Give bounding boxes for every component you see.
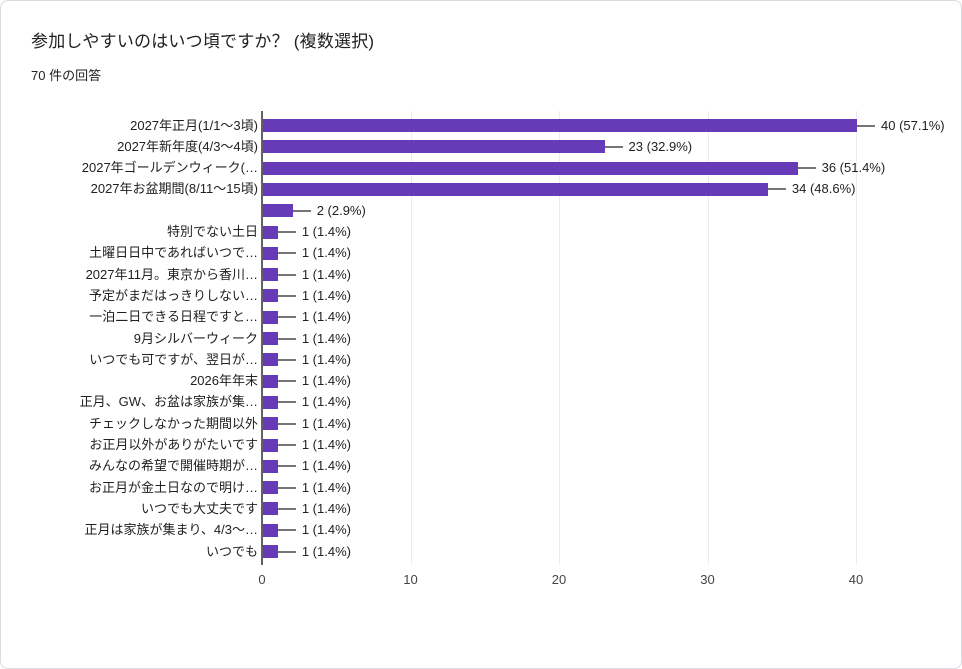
leader-line	[277, 337, 296, 340]
category-label: みんなの希望で開催時期が…	[88, 458, 258, 474]
value-label: 2 (2.9%)	[316, 202, 366, 218]
category-label: いつでも	[205, 543, 258, 559]
bar	[263, 374, 278, 388]
leader-line	[277, 444, 296, 446]
bar	[263, 161, 798, 175]
category-label: 2027年お盆期間(8/11〜15頃)	[90, 181, 258, 197]
x-tick-label: 30	[700, 572, 715, 587]
response-count: 70 件の回答	[31, 68, 102, 83]
x-tick-label: 10	[403, 572, 418, 587]
leader-line	[277, 273, 296, 276]
value-label: 1 (1.4%)	[301, 522, 351, 538]
question-title: 参加しやすいのはいつ頃ですか？ (複数選択)	[31, 32, 375, 51]
category-label: 2027年11月。東京から香川…	[85, 266, 258, 282]
x-tick-label: 0	[258, 572, 266, 587]
category-label: 正月、GW、お盆は家族が集…	[79, 394, 258, 410]
value-label: 1 (1.4%)	[301, 266, 351, 282]
leader-line	[277, 294, 296, 297]
bar	[263, 353, 278, 367]
category-label: 一泊二日できる日程ですと…	[89, 309, 258, 325]
bar	[263, 204, 293, 218]
category-label: いつでも大丈夫です	[140, 500, 258, 516]
gridline	[410, 111, 412, 565]
category-label: 2027年正月(1/1〜3頃)	[130, 117, 258, 133]
gridline	[856, 111, 857, 565]
category-label: 2027年ゴールデンウィーク(…	[81, 160, 258, 176]
y-axis-line	[261, 111, 263, 565]
value-label: 36 (51.4%)	[821, 160, 886, 176]
bar	[263, 481, 278, 495]
bar	[263, 502, 278, 516]
category-label: チェックしなかった期間以外	[88, 415, 258, 431]
leader-line	[767, 188, 786, 191]
leader-line	[277, 380, 296, 383]
bar	[263, 310, 278, 324]
bar	[263, 523, 278, 537]
leader-line	[277, 358, 296, 361]
leader-line	[277, 252, 296, 255]
leader-line	[277, 550, 296, 553]
value-label: 1 (1.4%)	[301, 330, 351, 346]
bar	[263, 395, 278, 409]
category-label: 土曜日日中であればいつで…	[89, 245, 258, 261]
bar	[263, 459, 278, 473]
value-label: 1 (1.4%)	[301, 543, 351, 559]
bar	[263, 289, 278, 303]
bar	[263, 545, 278, 558]
bar	[263, 225, 278, 239]
leader-line	[277, 465, 296, 468]
bar	[263, 182, 768, 196]
value-label: 1 (1.4%)	[301, 500, 351, 516]
bar	[263, 332, 278, 345]
category-label: 9月シルバーウィーク	[133, 330, 258, 346]
bar	[263, 119, 857, 132]
value-label: 1 (1.4%)	[301, 309, 351, 325]
bar	[263, 140, 605, 154]
value-label: 1 (1.4%)	[301, 458, 351, 474]
leader-line	[604, 145, 623, 148]
bar	[263, 417, 278, 431]
leader-line	[277, 529, 296, 532]
gridline	[707, 111, 709, 565]
value-label: 1 (1.4%)	[301, 224, 351, 239]
category-label: 2027年新年度(4/3〜4頃)	[117, 138, 258, 154]
value-label: 1 (1.4%)	[301, 415, 351, 431]
bar	[263, 438, 278, 452]
value-label: 34 (48.6%)	[791, 181, 856, 197]
value-label: 40 (57.1%)	[881, 117, 945, 133]
leader-line	[292, 209, 311, 212]
leader-line	[277, 231, 296, 233]
category-label: お正月が金土日なので明け…	[88, 479, 258, 495]
value-label: 1 (1.4%)	[301, 479, 351, 495]
leader-line	[277, 507, 296, 510]
category-label: いつでも可ですが、翌日が…	[89, 351, 258, 367]
x-tick-label: 20	[551, 572, 567, 587]
category-label: 特別でない土日	[166, 224, 258, 239]
value-label: 1 (1.4%)	[301, 351, 351, 367]
bar	[263, 246, 278, 260]
leader-line	[277, 401, 296, 404]
value-label: 1 (1.4%)	[301, 394, 351, 410]
category-label: お正月以外がありがたいです	[89, 437, 258, 452]
category-label: 正月は家族が集まり、4/3〜…	[84, 522, 258, 538]
value-label: 1 (1.4%)	[301, 245, 351, 261]
leader-line	[797, 167, 816, 170]
category-label: 2026年年末	[190, 373, 258, 389]
leader-line	[277, 486, 296, 489]
value-label: 1 (1.4%)	[301, 287, 351, 303]
leader-line	[277, 422, 296, 425]
leader-line	[857, 124, 875, 127]
gridline	[559, 111, 560, 565]
bar	[263, 268, 278, 282]
value-label: 23 (32.9%)	[628, 138, 693, 154]
leader-line	[277, 316, 296, 319]
value-label: 1 (1.4%)	[301, 373, 351, 389]
value-label: 1 (1.4%)	[301, 437, 351, 452]
category-label: 予定がまだはっきりしない…	[88, 287, 258, 303]
x-tick-label: 40	[848, 572, 864, 587]
